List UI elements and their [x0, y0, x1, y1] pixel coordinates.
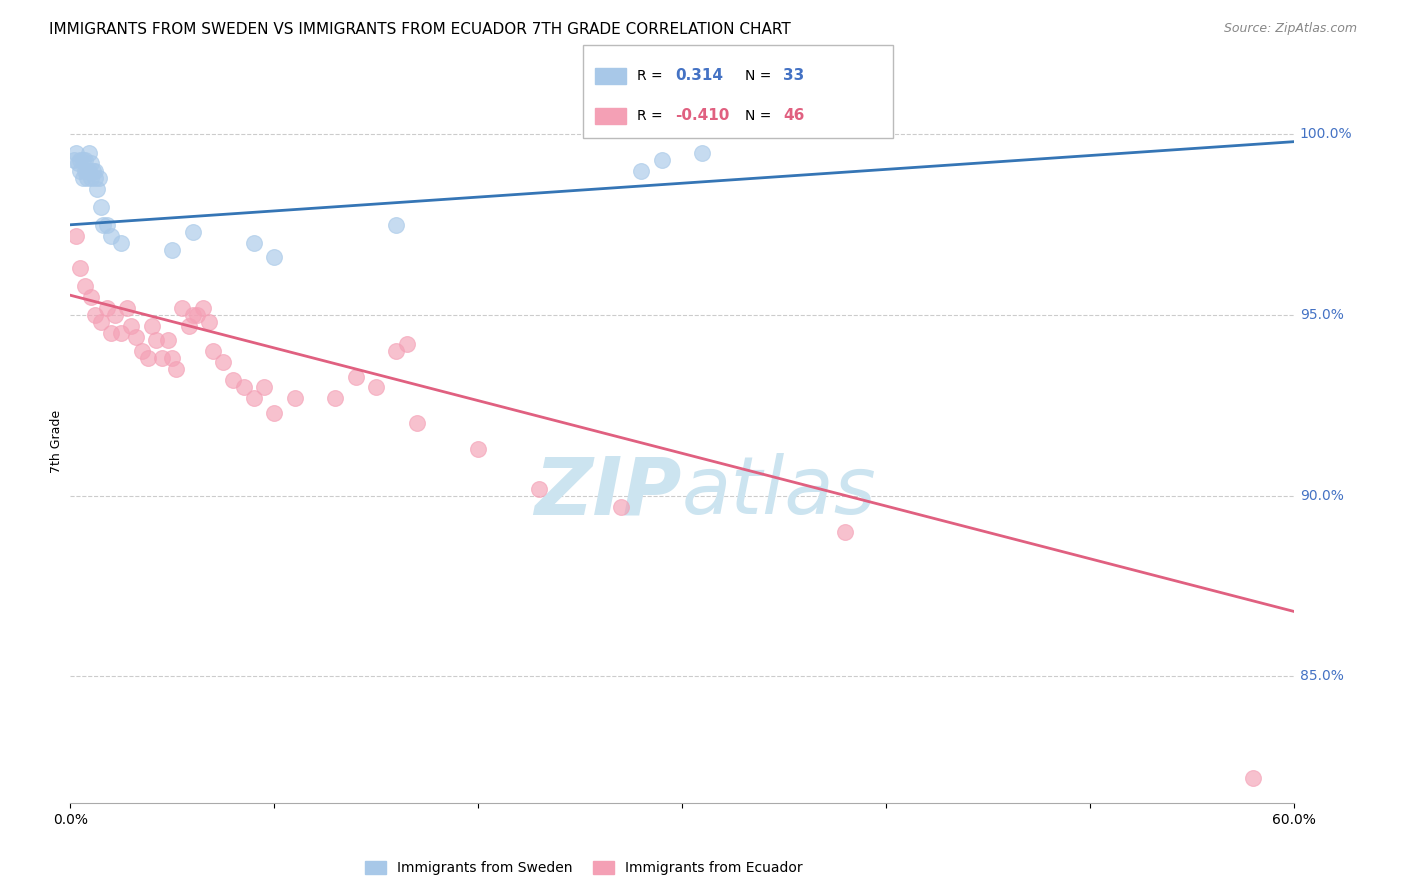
- Point: [79, 290, 103, 304]
- Point: [82, 163, 104, 178]
- Legend: Immigrants from Sweden, Immigrants from Ecuador: Immigrants from Sweden, Immigrants from …: [366, 862, 803, 875]
- Point: [243, 391, 266, 405]
- Point: [121, 318, 143, 333]
- Point: [87, 170, 110, 185]
- Point: [181, 225, 204, 239]
- Text: 100.0%: 100.0%: [1299, 128, 1353, 142]
- Point: [65, 145, 87, 160]
- Point: [90, 315, 112, 329]
- Point: [366, 380, 388, 394]
- Point: [65, 228, 87, 243]
- Text: R =: R =: [637, 109, 666, 123]
- Point: [177, 318, 200, 333]
- Point: [162, 351, 183, 366]
- Y-axis label: 7th Grade: 7th Grade: [51, 410, 63, 473]
- Point: [136, 351, 159, 366]
- Point: [181, 308, 204, 322]
- Text: 0.314: 0.314: [675, 69, 723, 83]
- Point: [157, 334, 180, 348]
- Point: [1241, 771, 1264, 785]
- Point: [110, 235, 132, 250]
- Point: [100, 326, 122, 340]
- Point: [79, 156, 103, 170]
- Point: [191, 301, 214, 315]
- Point: [96, 301, 118, 315]
- Point: [67, 156, 90, 170]
- Text: 33: 33: [783, 69, 804, 83]
- Point: [117, 301, 139, 315]
- Text: 46: 46: [783, 109, 804, 123]
- Point: [100, 228, 122, 243]
- Point: [162, 243, 183, 257]
- Point: [90, 200, 112, 214]
- Text: 95.0%: 95.0%: [1299, 308, 1344, 322]
- Point: [77, 163, 100, 178]
- Point: [385, 344, 408, 359]
- Point: [243, 235, 266, 250]
- Text: ZIP: ZIP: [534, 453, 682, 531]
- Point: [69, 153, 91, 167]
- Point: [145, 334, 167, 348]
- Point: [83, 170, 105, 185]
- Point: [690, 145, 713, 160]
- Point: [834, 524, 856, 539]
- Point: [630, 163, 652, 178]
- Text: atlas: atlas: [682, 453, 877, 531]
- Point: [263, 250, 285, 264]
- Point: [63, 153, 86, 167]
- Point: [131, 344, 153, 359]
- Point: [212, 355, 235, 369]
- Point: [284, 391, 307, 405]
- Text: N =: N =: [745, 69, 776, 83]
- Point: [73, 153, 96, 167]
- Point: [141, 318, 163, 333]
- Point: [79, 170, 103, 185]
- Point: [232, 380, 254, 394]
- Point: [323, 391, 347, 405]
- Point: [222, 373, 245, 387]
- Point: [110, 326, 132, 340]
- Point: [395, 337, 418, 351]
- Point: [344, 369, 367, 384]
- Point: [650, 153, 672, 167]
- Text: N =: N =: [745, 109, 776, 123]
- Point: [96, 218, 118, 232]
- Point: [83, 163, 105, 178]
- Point: [76, 163, 98, 178]
- Point: [86, 181, 108, 195]
- Text: 90.0%: 90.0%: [1299, 489, 1344, 503]
- Text: IMMIGRANTS FROM SWEDEN VS IMMIGRANTS FROM ECUADOR 7TH GRADE CORRELATION CHART: IMMIGRANTS FROM SWEDEN VS IMMIGRANTS FRO…: [49, 22, 792, 37]
- Point: [73, 279, 96, 293]
- Text: Source: ZipAtlas.com: Source: ZipAtlas.com: [1223, 22, 1357, 36]
- Point: [529, 482, 551, 496]
- Text: -0.410: -0.410: [675, 109, 730, 123]
- Point: [263, 406, 285, 420]
- Point: [610, 500, 633, 514]
- Point: [124, 330, 146, 344]
- Point: [150, 351, 173, 366]
- Point: [73, 163, 96, 178]
- Point: [76, 170, 98, 185]
- Text: 85.0%: 85.0%: [1299, 669, 1344, 683]
- Point: [198, 315, 221, 329]
- Text: R =: R =: [637, 69, 666, 83]
- Point: [69, 163, 91, 178]
- Point: [72, 153, 94, 167]
- Point: [165, 362, 187, 376]
- Point: [83, 308, 105, 322]
- Point: [91, 218, 114, 232]
- Point: [104, 308, 127, 322]
- Point: [186, 308, 208, 322]
- Point: [77, 145, 100, 160]
- Point: [406, 417, 429, 431]
- Point: [172, 301, 194, 315]
- Point: [253, 380, 276, 394]
- Point: [69, 261, 91, 276]
- Point: [72, 170, 94, 185]
- Point: [385, 218, 408, 232]
- Point: [202, 344, 225, 359]
- Point: [467, 442, 489, 456]
